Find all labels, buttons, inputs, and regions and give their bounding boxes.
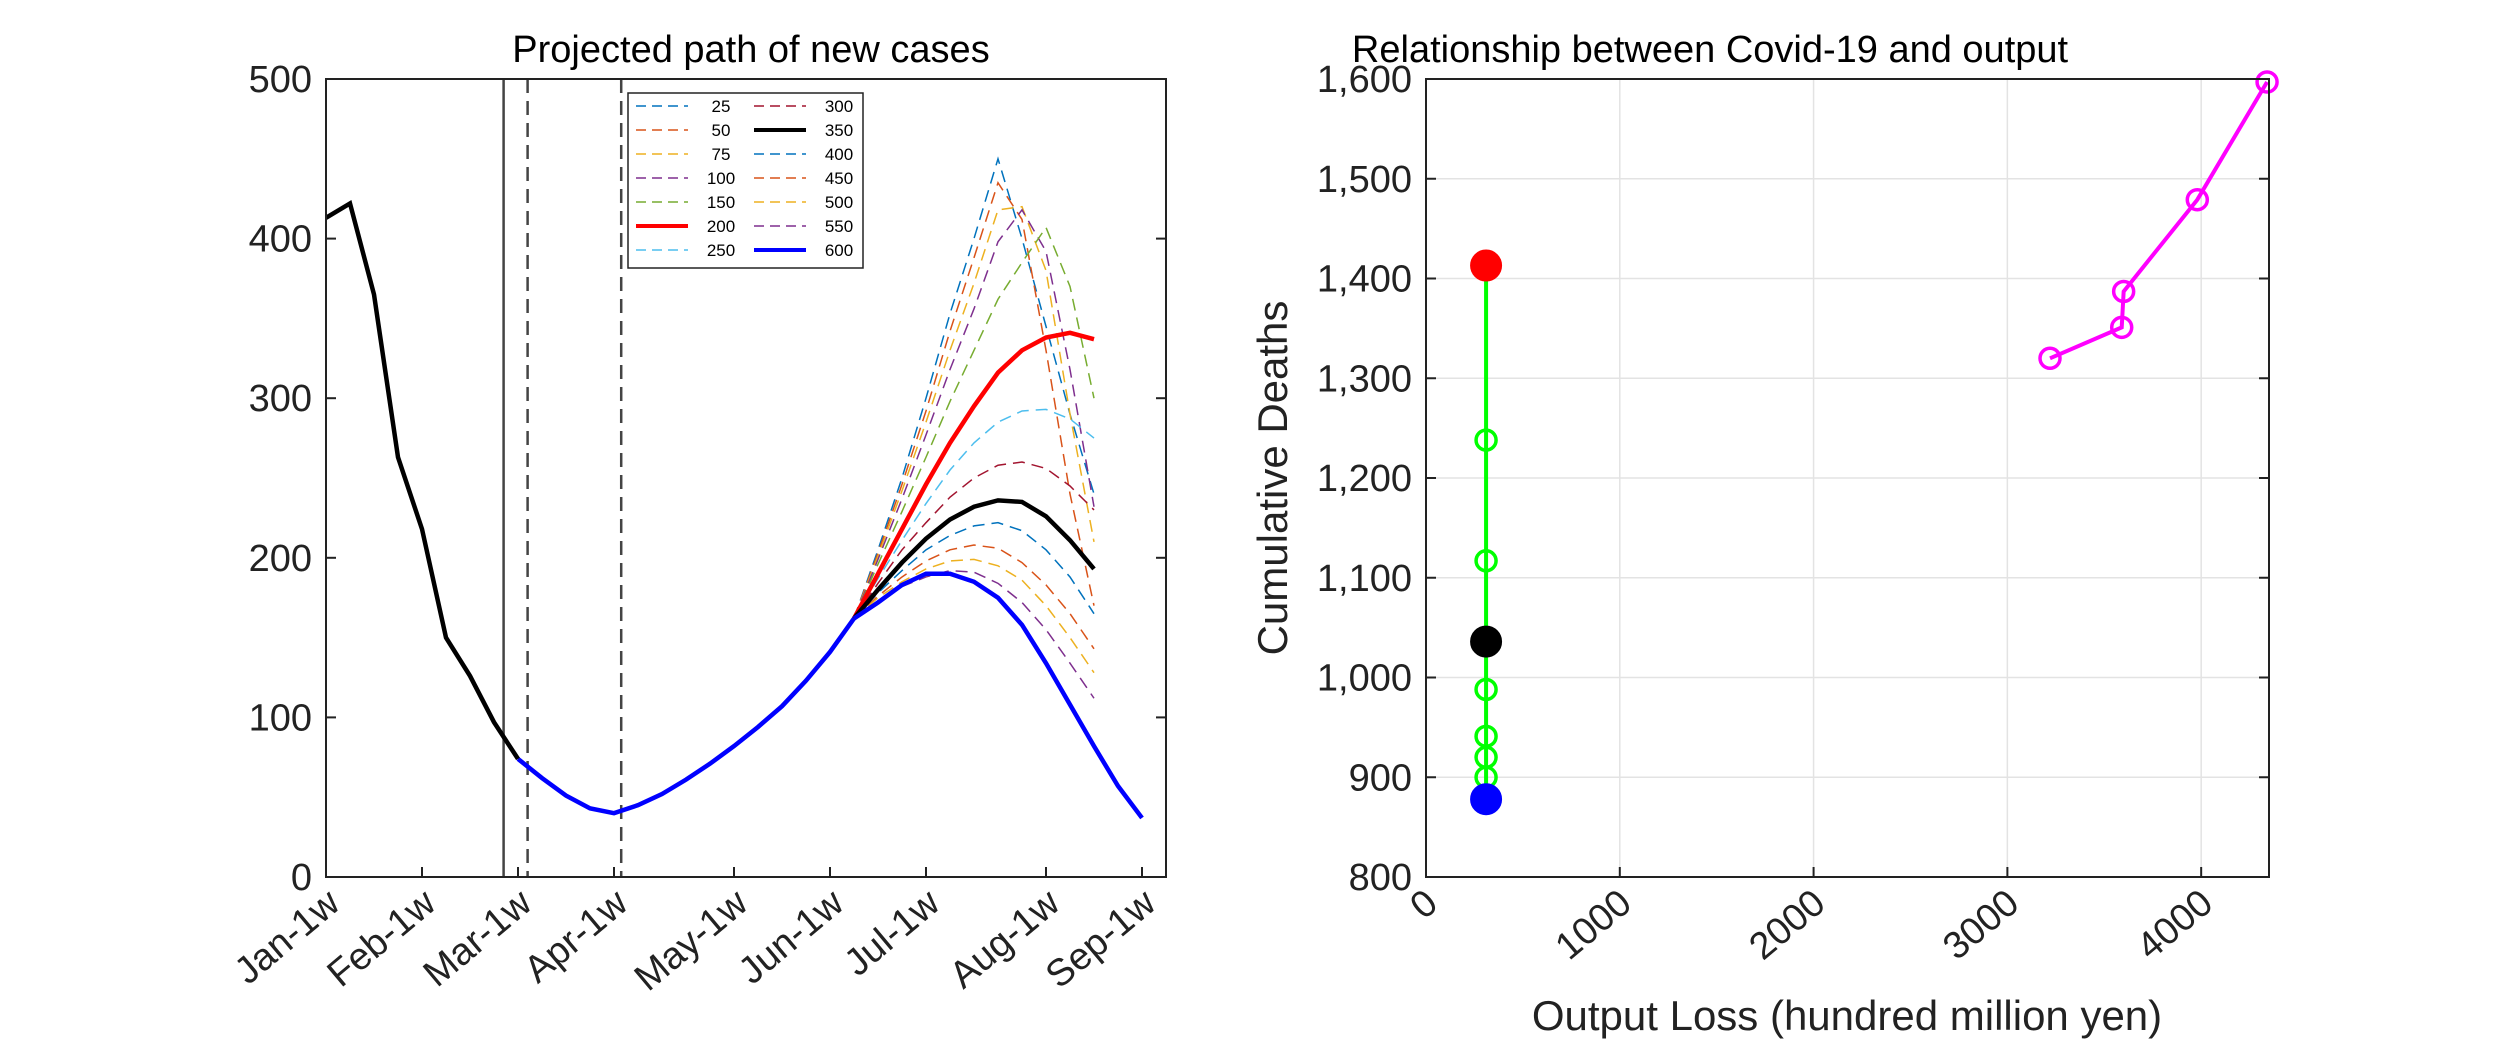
x-tick-label: 1000 (1548, 882, 1640, 969)
data-point (1474, 428, 1498, 452)
y-tick-label: 400 (249, 219, 312, 261)
x-tick-label: 2000 (1742, 882, 1834, 969)
legend-label: 350 (825, 121, 853, 140)
x-tick-label: Feb-1w (320, 881, 444, 995)
left-y-ticks: 0 100 200 300 400 500 (249, 59, 1166, 899)
x-tick-label: Mar-1w (416, 881, 540, 995)
data-point (2038, 346, 2062, 371)
right-x-ticks: 0 1000 2000 3000 4000 (1403, 867, 2221, 968)
y-tick-label: 800 (1349, 857, 1412, 899)
series-line-350 (852, 498, 1096, 620)
legend-label: 550 (825, 217, 853, 236)
data-point (1474, 677, 1498, 702)
series-line-100 (853, 208, 1095, 619)
data-point (2109, 315, 2134, 340)
left-legend: 25 50 75 100 150 200 250 300 350 400 450 500 550 600 (627, 92, 864, 269)
y-tick-label: 200 (249, 538, 312, 580)
right-grid (1425, 78, 2269, 878)
legend-label: 600 (825, 241, 853, 260)
series-line-150 (853, 225, 1095, 619)
series-line-600 (852, 571, 1144, 820)
y-tick-label: 500 (249, 59, 312, 101)
highlight-point (1470, 783, 1503, 816)
legend-label: 300 (825, 97, 853, 116)
series-line-50 (853, 181, 1095, 619)
left-vlines (502, 79, 623, 877)
legend-label: 400 (825, 145, 853, 164)
right-y-axis-label: Cumulative Deaths (1249, 301, 1296, 656)
left-series-lines (324, 156, 1144, 820)
y-tick-label: 900 (1349, 757, 1412, 799)
data-point (1474, 549, 1498, 573)
y-tick-label: 1,200 (1317, 458, 1412, 500)
legend-label: 150 (707, 193, 735, 212)
series-line-300 (853, 461, 1095, 619)
left-chart: Projected path of new cases 0 100 200 300 40… (227, 29, 1167, 999)
right-y-ticks: 800 900 1,000 1,100 1,200 1,300 1,400 1,500 1,60… (1317, 59, 2269, 899)
right-x-axis-label: Output Loss (hundred million yen) (1532, 992, 2162, 1039)
legend-label: 25 (712, 97, 731, 116)
data-point (2185, 187, 2210, 212)
y-tick-label: 1,400 (1317, 259, 1412, 301)
legend-box (627, 92, 864, 269)
y-tick-label: 1,100 (1317, 558, 1412, 600)
right-series (1470, 70, 2279, 816)
x-tick-label: Sep-1w (1038, 881, 1164, 996)
series-line (2049, 80, 2269, 361)
highlight-point (1470, 249, 1503, 282)
series-line-75 (853, 205, 1095, 619)
series-line-250 (853, 408, 1095, 619)
series-line-25 (853, 156, 1095, 619)
x-tick-label: Apr-1w (517, 881, 637, 991)
right-chart-title: Relationship between Covid-19 and output (1352, 29, 2069, 71)
series-line-400 (853, 521, 1095, 619)
y-tick-label: 300 (249, 378, 312, 420)
legend-label: 100 (707, 169, 735, 188)
x-tick-label: 3000 (1935, 882, 2027, 969)
common-path-line (516, 617, 856, 816)
series-line-450 (853, 544, 1095, 650)
left-x-ticks: Jan-1wFeb-1wMar-1wApr-1wMay-1wJun-1wJul-… (227, 867, 1164, 999)
x-tick-label: 4000 (2129, 882, 2221, 969)
legend-label: 200 (707, 217, 735, 236)
y-tick-label: 1,300 (1317, 358, 1412, 400)
legend-label: 450 (825, 169, 853, 188)
x-tick-label: Jun-1w (731, 881, 852, 992)
data-point (1474, 724, 1498, 749)
data-point (2255, 70, 2279, 94)
left-plot-frame (325, 78, 1167, 878)
legend-label: 50 (712, 121, 731, 140)
series-line-500 (853, 558, 1095, 674)
y-tick-label: 1,500 (1317, 159, 1412, 201)
data-point (2111, 279, 2136, 304)
x-tick-label: May-1w (627, 881, 756, 999)
highlight-point (1470, 625, 1503, 658)
legend-label: 500 (825, 193, 853, 212)
y-tick-label: 100 (249, 697, 312, 739)
y-tick-label: 1,600 (1317, 59, 1412, 101)
legend-label: 250 (707, 241, 735, 260)
left-chart-title: Projected path of new cases (512, 29, 989, 71)
observed-path-line (324, 200, 520, 761)
x-tick-label: Jul-1w (837, 881, 949, 984)
series-line-200 (852, 330, 1095, 620)
legend-label: 75 (712, 145, 731, 164)
y-tick-label: 1,000 (1317, 658, 1412, 700)
y-tick-label: 0 (291, 857, 312, 899)
right-chart: Relationship between Covid-19 and output… (1249, 29, 2279, 1039)
